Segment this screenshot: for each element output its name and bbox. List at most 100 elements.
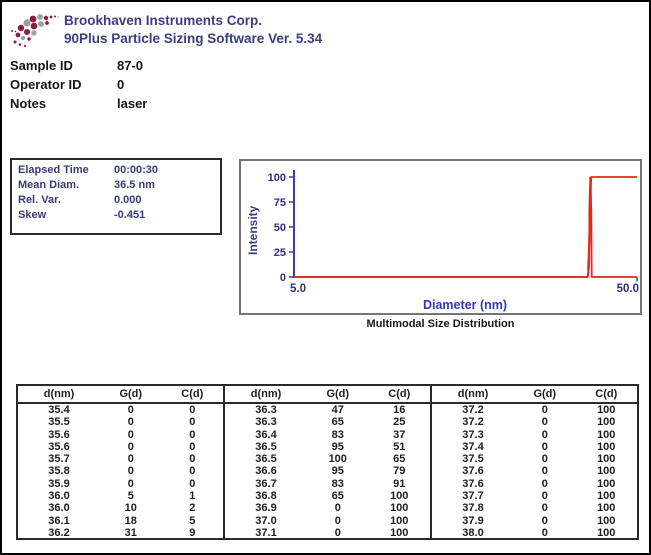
table-cell: 0 [189,404,196,416]
chart-axes: 0 25 50 75 100 [268,170,638,284]
table-cell: 0 [127,404,134,416]
table-cell: 36.8 [255,490,277,503]
stat-row: Skew -0.451 [18,208,220,223]
table-cell: 37.9 [462,514,484,527]
table-row: 37.2 0 100 [432,404,637,416]
brookhaven-logo [11,14,59,48]
table-cell: 35.5 [48,416,70,429]
chart-title: Multimodal Size Distribution [366,318,515,330]
table-row: 38.0 0 100 [432,527,637,539]
software-version: 90Plus Particle Sizing Software Ver. 5.3… [64,31,323,46]
table-row: 36.8 65 100 [225,490,430,502]
table-cell: 100 [328,453,347,466]
table-row: 37.5 0 100 [432,453,637,465]
table-cell: 36.6 [255,465,277,478]
table-cell: 36.1 [48,514,70,527]
info-value: 0 [117,77,125,92]
table-cell: 100 [597,404,616,416]
stat-label: Mean Diam. [18,179,80,191]
table-header-row: d(nm) G(d) C(d) [432,386,637,404]
table-header-row: d(nm) G(d) C(d) [18,386,223,404]
table-header: C(d) [181,388,204,400]
table-cell: 37.5 [462,453,484,466]
table-header: G(d) [119,388,143,400]
table-row: 36.1 18 5 [18,515,223,527]
table-cell: 38.0 [462,526,484,539]
table-cell: 0 [541,490,548,503]
table-cell: 0 [127,465,134,478]
y-tick-label: 100 [268,172,286,184]
stat-row: Elapsed Time 00:00:30 [18,163,220,178]
stat-label: Elapsed Time [18,164,89,176]
table-header: G(d) [533,388,557,400]
table-header: C(d) [388,388,411,400]
table-cell: 37.6 [462,477,484,490]
table-cell: 36.3 [255,416,277,429]
table-row: 36.3 47 16 [225,404,430,416]
table-cell: 100 [390,502,409,515]
table-cell: 37.0 [255,514,277,527]
table-cell: 0 [334,502,341,515]
table-cell: 36.5 [255,453,277,466]
stat-value: 36.5 nm [114,179,155,191]
table-cell: 0 [541,428,548,441]
sample-info: Sample ID 87-0 Operator ID 0 Notes laser [10,56,147,113]
table-header: d(nm) [250,388,282,400]
table-row: 36.0 5 1 [18,490,223,502]
table-row: 35.4 0 0 [18,404,223,416]
table-cell: 37.8 [462,502,484,515]
table-cell: 5 [189,514,196,527]
table-cell: 0 [541,514,548,527]
table-cell: 100 [390,526,409,539]
table-cell: 2 [189,502,196,515]
table-cell: 31 [124,526,137,539]
table-cell: 0 [189,416,196,429]
table-cell: 95 [331,440,344,453]
table-cell: 0 [334,526,341,539]
table-cell: 35.6 [48,428,70,441]
table-cell: 36.0 [48,502,70,515]
chart-box: 0 25 50 75 100 Intensity 5.0 50.0 Diameter (… [239,159,642,315]
table-cell: 100 [597,416,616,429]
table-cell: 10 [124,502,137,515]
info-row: Sample ID 87-0 [10,56,147,75]
table-cell: 0 [541,416,548,429]
y-tick-label: 50 [274,222,286,234]
table-header: d(nm) [457,388,489,400]
table-cell: 100 [597,453,616,466]
table-row: 37.1 0 100 [225,527,430,539]
stat-value: 00:00:30 [114,164,159,176]
stats-box: Elapsed Time 00:00:30 Mean Diam. 36.5 nm Rel… [10,158,222,235]
table-row: 37.8 0 100 [432,502,637,514]
table-cell: 65 [393,453,406,466]
table-row: 36.6 95 79 [225,465,430,477]
table-group: d(nm) G(d) C(d) 37.2 0 100 37.2 0 100 37.3 0 100 37.… [430,386,637,539]
table-cell: 0 [541,440,548,453]
table-cell: 36.5 [255,440,277,453]
table-cell: 37.4 [462,440,484,453]
table-cell: 79 [393,465,406,478]
table-cell: 100 [597,428,616,441]
table-header: G(d) [326,388,350,400]
table-cell: 35.9 [48,477,70,490]
stat-label: Skew [18,209,47,221]
y-axis-label: Intensity [246,205,260,255]
table-cell: 36.0 [48,490,70,503]
table-cell: 0 [541,465,548,478]
table-cell: 37.7 [462,490,484,503]
table-cell: 95 [331,465,344,478]
table-cell: 83 [331,477,344,490]
table-cell: 0 [127,477,134,490]
table-cell: 36.9 [255,502,277,515]
stat-label: Rel. Var. [18,194,61,206]
table-cell: 47 [331,404,344,416]
table-cell: 0 [127,453,134,466]
table-row: 37.4 0 100 [432,441,637,453]
table-cell: 37.1 [255,526,277,539]
table-cell: 0 [541,502,548,515]
y-tick-label: 25 [274,247,286,259]
table-cell: 0 [541,453,548,466]
stat-row: Mean Diam. 36.5 nm [18,178,220,193]
table-cell: 65 [331,416,344,429]
